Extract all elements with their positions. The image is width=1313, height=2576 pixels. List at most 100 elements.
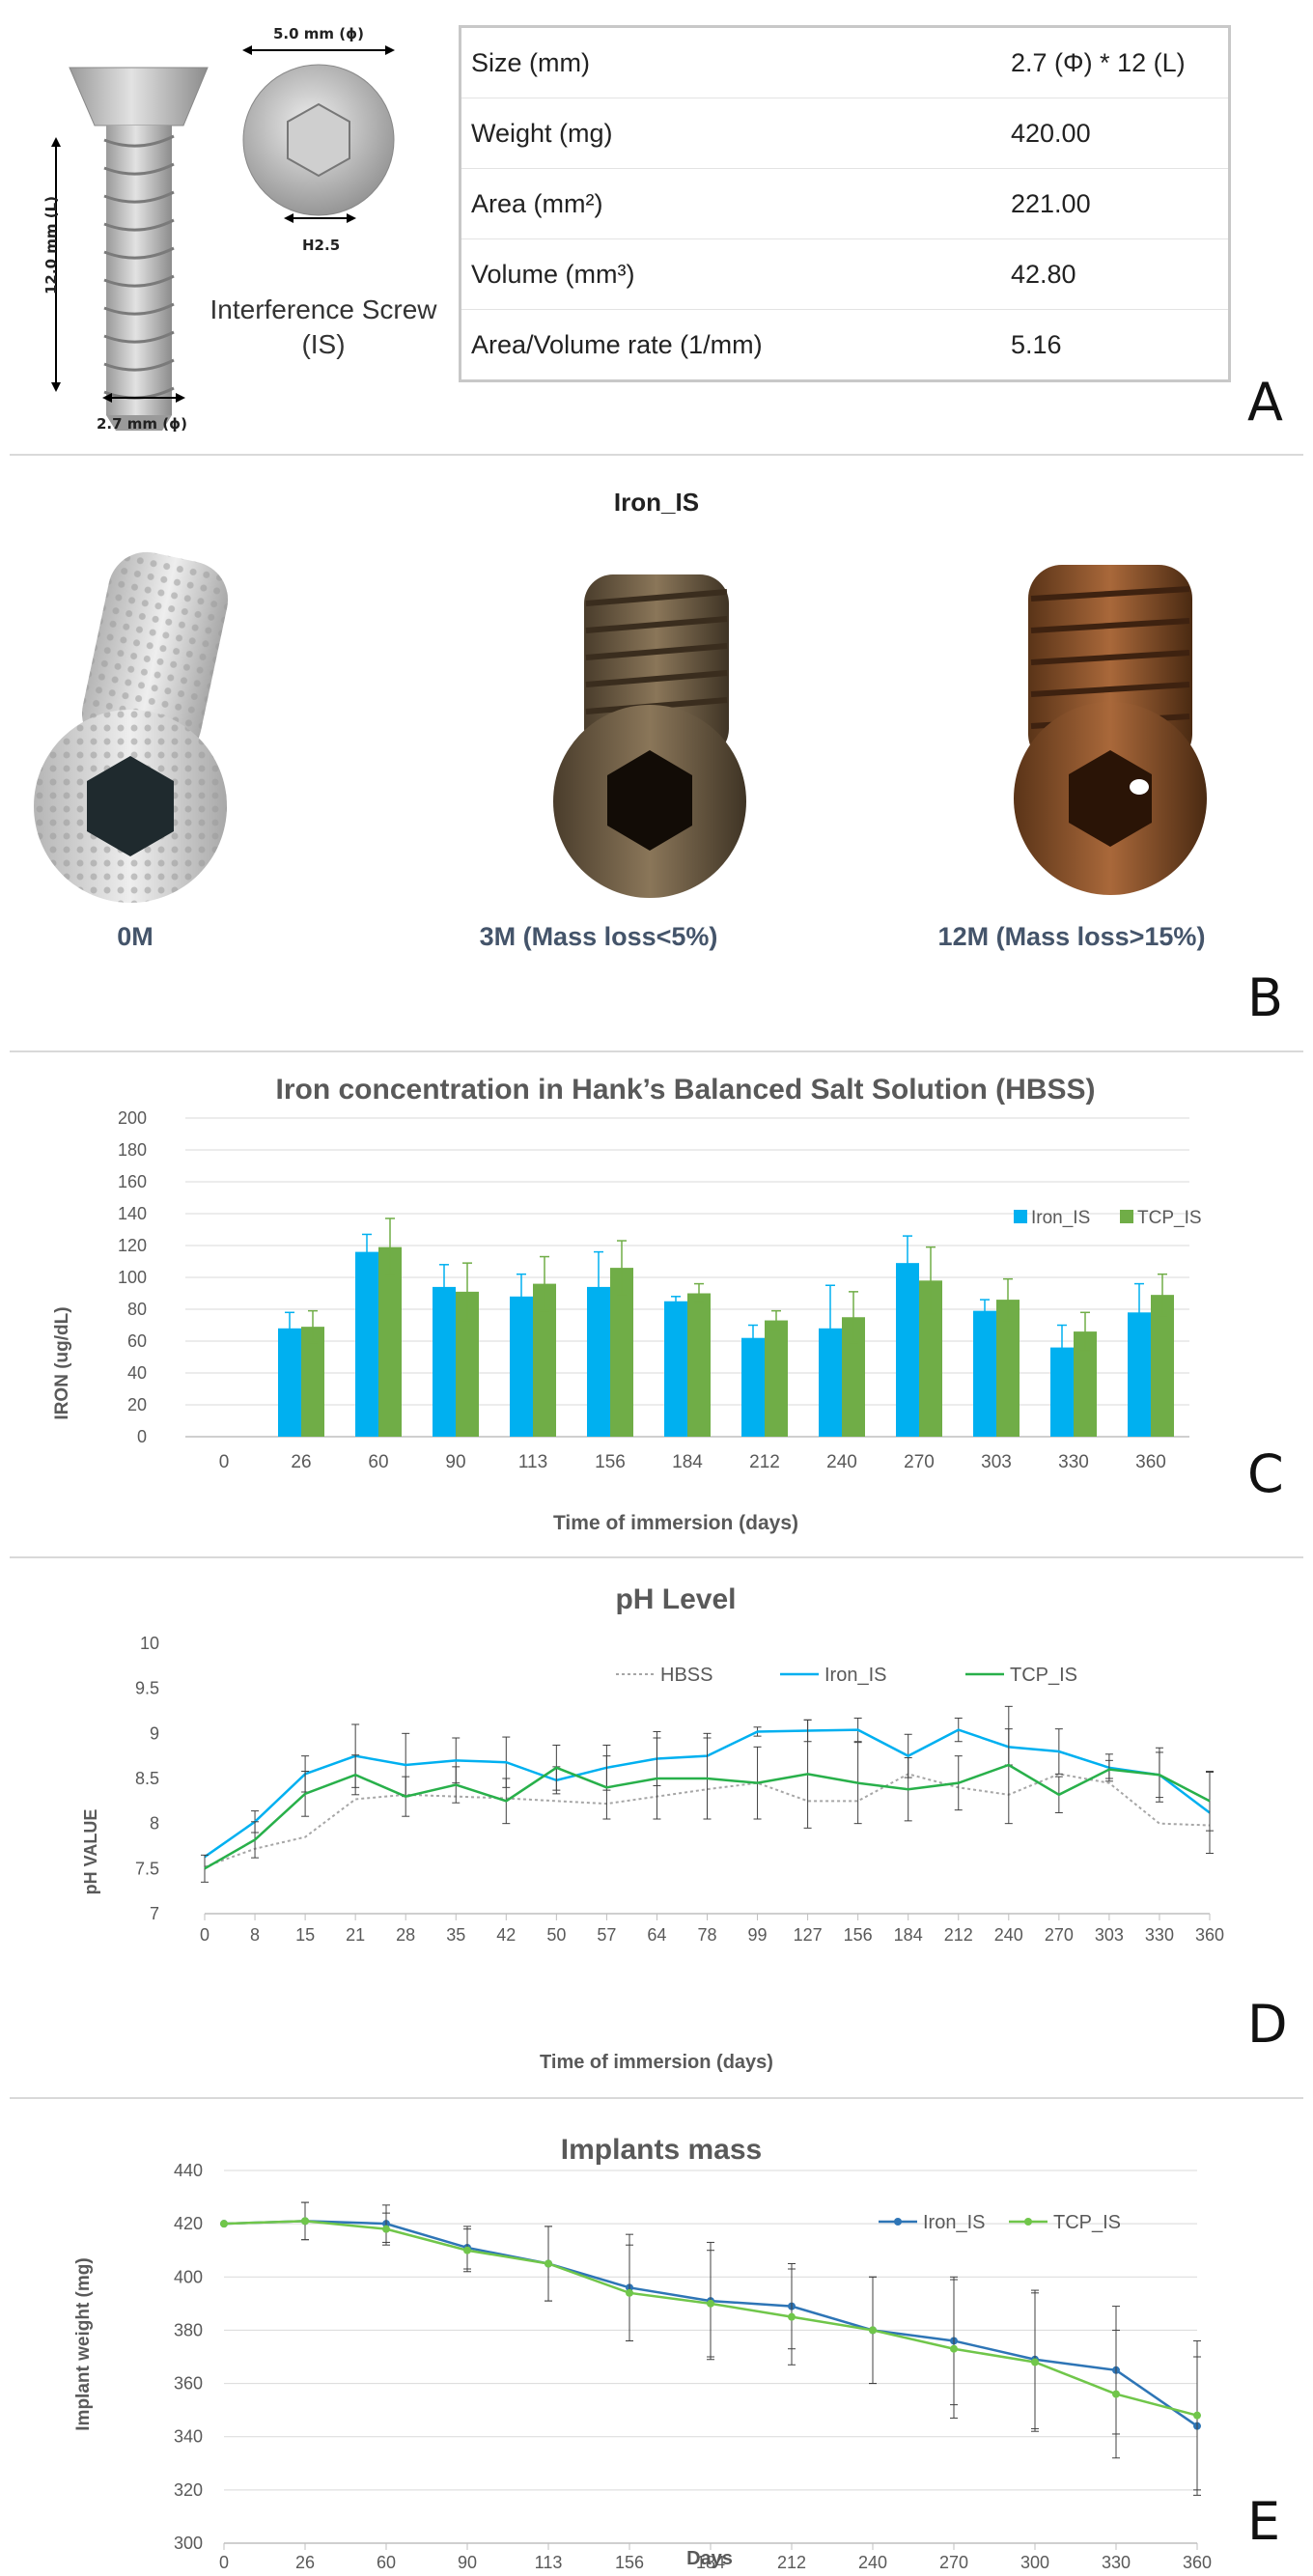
thread-line [103, 134, 175, 148]
x-tick-label: 156 [595, 1452, 626, 1472]
screw-shaft-diameter-label: 2.7 mm (ϕ) [97, 415, 187, 433]
bar-tcp_is [765, 1320, 788, 1437]
y-tick-label: 360 [174, 2374, 203, 2394]
x-tick-label: 270 [939, 2553, 968, 2572]
x-tick-label: 60 [368, 1452, 388, 1472]
y-tick-label: 9 [150, 1723, 159, 1743]
x-tick-label: 303 [981, 1452, 1012, 1472]
x-tick-label: 57 [597, 1925, 616, 1945]
thread-line [103, 218, 175, 232]
legend-label-iron_is: Iron_IS [1031, 1208, 1090, 1228]
legend-label-tcp_is: TCP_IS [1137, 1208, 1202, 1228]
y-tick-label: 9.5 [135, 1679, 159, 1698]
table-row: Size (mm) 2.7 (Φ) * 12 (L) [460, 26, 1230, 98]
table-row: Area/Volume rate (1/mm) 5.16 [461, 310, 1230, 381]
ph-level-chart: pH Level pH VALUE Time of immersion (day… [81, 1583, 1224, 2073]
x-tick-label: 156 [844, 1925, 873, 1945]
x-tick-label: 26 [291, 1452, 311, 1472]
screw-side-drawing [51, 67, 209, 431]
screw-caption-line1: Interference Screw [210, 294, 437, 324]
x-axis-label: Days [686, 2548, 733, 2569]
x-tick-label: 127 [794, 1925, 823, 1945]
panel-letter-e: E [1247, 2491, 1281, 2552]
bar-tcp_is [301, 1327, 324, 1437]
y-tick-label: 40 [127, 1363, 147, 1383]
y-tick-label: 0 [137, 1427, 147, 1446]
x-tick-label: 330 [1145, 1925, 1174, 1945]
legend-label-tcp_is: TCP_IS [1053, 2212, 1121, 2233]
x-tick-label: 330 [1058, 1452, 1089, 1472]
bar-iron_is [510, 1296, 533, 1437]
bar-tcp_is [610, 1268, 633, 1437]
y-tick-label: 400 [174, 2267, 203, 2286]
implants-mass-chart: Implants mass Implant weight (mg) Days 3… [73, 2134, 1212, 2572]
x-tick-label: 113 [535, 2553, 563, 2572]
data-point-tcp_is [545, 2259, 552, 2268]
x-tick-label: 0 [219, 2553, 229, 2572]
x-tick-label: 303 [1095, 1925, 1124, 1945]
y-tick-label: 10 [140, 1634, 159, 1653]
bar-iron_is [973, 1310, 996, 1437]
legend-marker-iron_is [894, 2218, 902, 2226]
photo-label-3m: 3M (Mass loss<5%) [479, 922, 718, 951]
y-axis-label: IRON (ug/dL) [52, 1306, 72, 1419]
legend-swatch-tcp_is [1120, 1210, 1133, 1223]
x-axis-label: Time of immersion (days) [553, 1512, 798, 1534]
divider [10, 2097, 1303, 2099]
bar-iron_is [741, 1337, 765, 1437]
y-tick-label: 120 [118, 1236, 147, 1255]
spec-label: Area (mm²) [460, 168, 1001, 239]
x-tick-label: 26 [295, 2553, 315, 2572]
x-tick-label: 212 [749, 1452, 780, 1472]
x-tick-label: 360 [1183, 2553, 1212, 2572]
x-tick-label: 42 [496, 1925, 516, 1945]
y-tick-label: 180 [118, 1140, 147, 1160]
photo-label-12m: 12M (Mass loss>15%) [937, 922, 1206, 951]
x-tick-label: 113 [518, 1452, 547, 1472]
divider [10, 1556, 1303, 1558]
y-tick-label: 320 [174, 2480, 203, 2500]
y-tick-label: 440 [174, 2161, 203, 2180]
screw-photo-0m [34, 551, 229, 903]
x-tick-label: 240 [826, 1452, 857, 1472]
bar-tcp_is [1151, 1295, 1174, 1437]
bar-tcp_is [378, 1246, 402, 1437]
x-tick-label: 0 [200, 1925, 210, 1945]
x-tick-label: 50 [546, 1925, 566, 1945]
y-tick-label: 100 [118, 1268, 147, 1287]
x-tick-label: 270 [904, 1452, 935, 1472]
divider [10, 454, 1303, 456]
thread-line [103, 358, 175, 372]
thread-line [103, 246, 175, 260]
data-point-tcp_is [220, 2220, 228, 2228]
spec-value: 5.16 [1011, 329, 1062, 359]
thread-line [103, 330, 175, 344]
data-point-tcp_is [869, 2326, 877, 2335]
x-tick-label: 300 [1020, 2553, 1049, 2572]
x-tick-label: 28 [396, 1925, 415, 1945]
thread-line [103, 162, 175, 176]
data-point-tcp_is [1193, 2411, 1201, 2420]
legend-label-iron_is: Iron_IS [824, 1665, 886, 1686]
x-tick-label: 212 [944, 1925, 973, 1945]
x-tick-label: 0 [219, 1452, 230, 1472]
x-tick-label: 360 [1135, 1452, 1166, 1472]
series-line-tcp_is [204, 1763, 1211, 1870]
thread-line [103, 274, 175, 288]
y-tick-label: 340 [174, 2427, 203, 2447]
data-point-tcp_is [788, 2312, 796, 2321]
bar-tcp_is [687, 1293, 711, 1437]
screw-photo-3m [553, 574, 746, 898]
hex-size-label: H2.5 [302, 237, 341, 254]
screw-head-drawing [242, 45, 395, 223]
spec-label: Volume (mm³) [460, 238, 1001, 310]
x-tick-label: 21 [346, 1925, 365, 1945]
table-row: Weight (mg) 420.00 [460, 98, 1230, 169]
y-tick-label: 8.5 [135, 1769, 159, 1788]
legend-swatch-iron_is [1014, 1210, 1027, 1223]
screw-caption: Interference Screw (IS) [198, 293, 449, 362]
panel-letter-b: B [1247, 967, 1284, 1028]
photo-label-0m: 0M [117, 922, 154, 951]
y-tick-label: 80 [127, 1300, 147, 1319]
table-row: Volume (mm³) 42.80 [460, 238, 1230, 310]
